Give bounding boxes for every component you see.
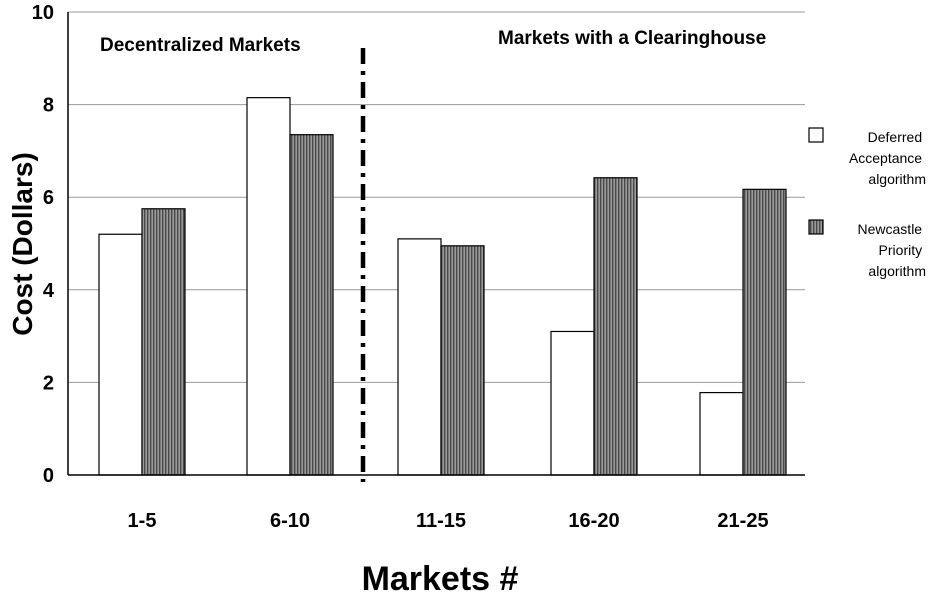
gridlines [68, 11, 805, 383]
bar-deferred-acceptance-11-15 [397, 238, 442, 476]
legend-label-deferred-line3: algorithm [868, 171, 926, 187]
y-tick-label-6: 6 [43, 187, 54, 209]
y-tick-label-2: 2 [43, 372, 54, 394]
x-category-label-16-20: 16-20 [568, 510, 619, 532]
y-tick-labels: 0 2 4 6 8 10 [32, 2, 55, 487]
legend-label-deferred-acceptance: Deferred Acceptance algorithm [849, 129, 926, 187]
annotation-decentralized-markets: Decentralized Markets [100, 35, 301, 56]
bars [98, 97, 787, 476]
legend-label-newcastle-line3: algorithm [868, 263, 926, 279]
legend-label-deferred-line1: Deferred [868, 129, 922, 145]
bar-newcastle-priority-1-5 [141, 208, 186, 476]
legend-label-newcastle-line1: Newcastle [858, 221, 923, 237]
x-category-label-21-25: 21-25 [717, 510, 768, 532]
legend: Deferred Acceptance algorithm Newcastle … [808, 127, 926, 279]
y-tick-label-8: 8 [43, 95, 54, 117]
legend-label-deferred-line2: Acceptance [849, 150, 922, 166]
bar-deferred-acceptance-1-5 [98, 233, 143, 476]
legend-swatch-newcastle-priority [808, 219, 824, 235]
x-axis-title: Markets # [362, 560, 519, 594]
y-tick-label-0: 0 [43, 465, 54, 487]
bar-newcastle-priority-11-15 [440, 245, 485, 476]
bar-newcastle-priority-21-25 [742, 188, 787, 476]
legend-swatch-deferred-acceptance [808, 127, 824, 143]
bar-newcastle-priority-16-20 [593, 177, 638, 476]
y-tick-label-10: 10 [32, 2, 54, 24]
bar-deferred-acceptance-6-10 [246, 97, 291, 476]
legend-label-newcastle-priority: Newcastle Priority algorithm [858, 221, 926, 279]
bar-deferred-acceptance-16-20 [550, 330, 595, 476]
y-axis-title: Cost (Dollars) [7, 152, 38, 336]
x-category-label-6-10: 6-10 [270, 510, 310, 532]
bar-deferred-acceptance-21-25 [699, 391, 744, 476]
x-category-labels: 1-5 6-10 11-15 16-20 21-25 [128, 510, 769, 532]
annotation-markets-with-clearinghouse: Markets with a Clearinghouse [498, 28, 766, 49]
x-category-label-11-15: 11-15 [416, 510, 466, 532]
legend-label-newcastle-line2: Priority [879, 242, 923, 258]
bar-newcastle-priority-6-10 [289, 134, 334, 476]
x-category-label-1-5: 1-5 [128, 510, 157, 532]
y-tick-label-4: 4 [43, 280, 55, 302]
